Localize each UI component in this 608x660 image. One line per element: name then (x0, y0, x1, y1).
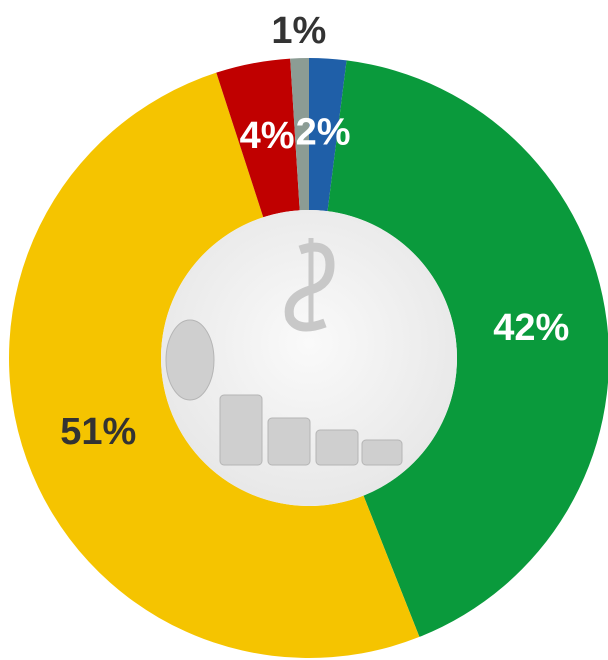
value-label: 51% (60, 411, 136, 453)
value-label: 4% (240, 115, 295, 157)
value-label: 1% (271, 10, 326, 52)
page: {"chart_data": {"type": "donut", "values… (0, 0, 608, 660)
value-label: 42% (493, 307, 569, 349)
value-label: 2% (296, 111, 351, 153)
chart: 2% 42% 51% 4% 1% (0, 0, 608, 660)
center-image (161, 210, 457, 506)
